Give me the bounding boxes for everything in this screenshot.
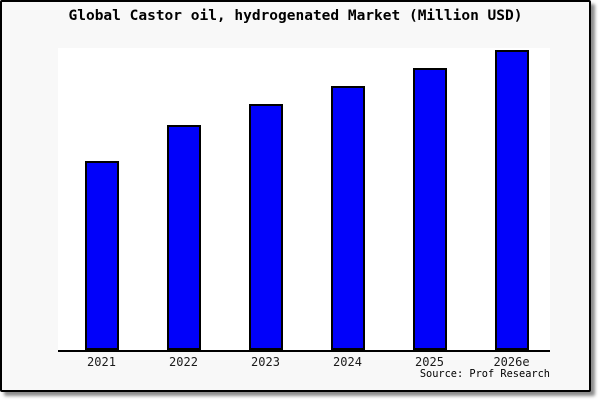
x-tick-label-2024: 2024 — [333, 355, 362, 369]
bar-2022 — [166, 125, 201, 350]
x-tick-label-2026e: 2026e — [493, 355, 530, 369]
bar-2024 — [330, 86, 365, 350]
x-tick-label-2021: 2021 — [87, 355, 116, 369]
x-tick-label-2025: 2025 — [415, 355, 444, 369]
bar-2025 — [412, 68, 447, 350]
x-axis-labels: 2021 2022 2023 2024 2025 2026e — [2, 355, 589, 370]
plot-area — [58, 48, 550, 352]
bar-2023 — [248, 104, 283, 350]
bar-2026e — [494, 50, 529, 350]
x-tick-label-2023: 2023 — [251, 355, 280, 369]
chart-panel: Global Castor oil, hydrogenated Market (… — [0, 0, 591, 392]
x-tick-label-2022: 2022 — [169, 355, 198, 369]
chart-title: Global Castor oil, hydrogenated Market (… — [68, 8, 523, 24]
source-credit: Source: Prof Research — [419, 368, 550, 380]
bar-2021 — [84, 161, 119, 350]
